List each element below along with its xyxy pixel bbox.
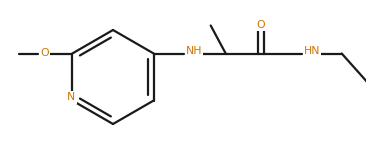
Text: N: N — [67, 93, 75, 102]
Text: NH: NH — [186, 45, 202, 56]
Text: O: O — [257, 20, 265, 30]
Text: O: O — [40, 48, 49, 58]
Text: HN: HN — [304, 45, 320, 56]
